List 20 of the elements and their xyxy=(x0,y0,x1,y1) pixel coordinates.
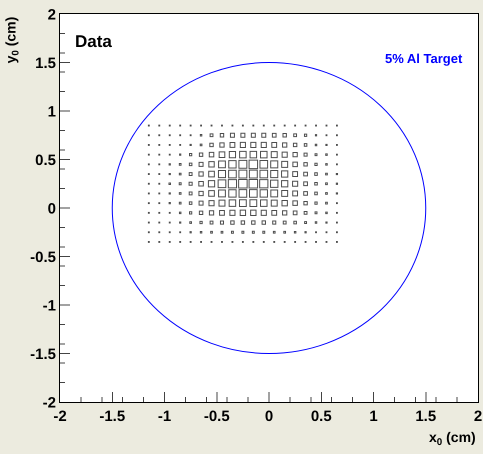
x-tick-label: 1.5 xyxy=(415,408,436,425)
x-tick-label: 2 xyxy=(474,408,482,425)
y-tick-label: -2 xyxy=(42,394,56,412)
y-tick-label: 0.5 xyxy=(35,152,56,169)
y-tick-label: 1 xyxy=(48,103,56,120)
x-tick-label: -0.5 xyxy=(204,408,230,425)
x-axis-title: x$_{0}$ (cm) xyxy=(429,429,476,448)
y-tick-label: 2 xyxy=(48,6,56,24)
x-tick-label: -1.5 xyxy=(99,408,126,425)
x-tick-label: 0.5 xyxy=(310,408,332,425)
x-tick-label: -1 xyxy=(158,408,172,425)
y-tick-label: -1 xyxy=(42,297,56,314)
annotation: Data xyxy=(75,32,112,51)
y-tick-label: 1.5 xyxy=(35,54,56,72)
y-tick-label: -1.5 xyxy=(30,346,56,363)
y-tick-label: 0 xyxy=(48,200,56,218)
y-tick-label: -0.5 xyxy=(30,248,56,266)
x-tick-label: 1 xyxy=(369,408,378,425)
x-tick-label: 0 xyxy=(264,408,274,425)
annotation: 5% Al Target xyxy=(385,51,463,66)
